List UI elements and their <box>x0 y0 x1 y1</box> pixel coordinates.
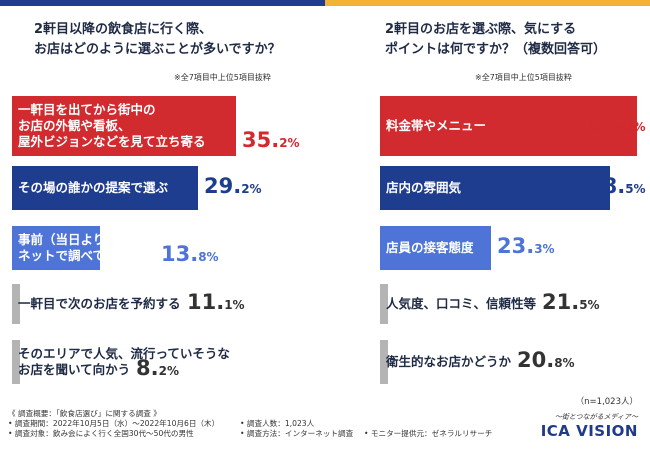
bar-label-0-2: 事前（当日より前）に ネットで調べて予約する <box>18 232 156 263</box>
right-chart-panel: 2軒目のお店を選ぶ際、気にする ポイントは何ですか？（複数回答可） ※全7項目中… <box>325 0 650 395</box>
bar-value-big-1-4: 20. <box>517 348 555 372</box>
bar-label-1-4: 衛生的なお店かどうか <box>386 354 512 369</box>
footer-period: • 調査期間：2022年10月5日（水）〜2022年10月6日（木） <box>8 419 220 428</box>
bar-value-0-4: 8.2% <box>136 356 179 380</box>
footer-target: • 調査対象：飲み会によく行く全国30代〜50代の男性 <box>8 429 194 438</box>
bar-value-small-1-2: 3% <box>534 242 555 256</box>
bar-0-0 <box>12 96 236 156</box>
bar-value-0-2: 13.8% <box>161 242 219 266</box>
bar-value-1-1: 48.5% <box>588 174 646 198</box>
bar-value-small-0-4: 2% <box>158 364 179 378</box>
bar-value-1-3: 21.5% <box>542 290 600 314</box>
top-accent-right <box>325 0 650 6</box>
bar-0-1 <box>12 166 198 210</box>
bar-0-2 <box>12 226 100 270</box>
bar-1-4 <box>380 340 388 384</box>
bar-value-small-0-2: 8% <box>198 250 219 264</box>
left-chart-panel: 2軒目以降の飲食店に行く際、 お店はどのように選ぶことが多いですか？ ※全7項目… <box>0 0 325 395</box>
footer-count: • 調査人数：1,023人 <box>240 419 315 428</box>
logo-tagline: 〜街とつながるメディア〜 <box>554 413 638 421</box>
bar-label-1-3: 人気度、口コミ、信頼性等 <box>386 296 537 311</box>
bar-value-small-1-3: 5% <box>579 298 600 312</box>
bar-value-small-1-0: 2% <box>625 120 646 134</box>
bar-value-big-0-3: 11. <box>187 290 225 314</box>
sample-size: （n=1,023人） <box>575 397 638 407</box>
bar-value-small-0-0: 2% <box>279 136 300 150</box>
bar-label-0-4: そのエリアで人気、流行っていそうな お店を聞いて向かう <box>18 346 230 377</box>
bar-value-small-0-1: 2% <box>241 182 262 196</box>
bar-label-1-2: 店員の接客態度 <box>386 240 474 255</box>
bar-1-0 <box>380 96 637 156</box>
bar-value-0-1: 29.2% <box>204 174 262 198</box>
bar-value-big-1-3: 21. <box>542 290 580 314</box>
bar-value-big-0-0: 35. <box>242 128 280 152</box>
bar-value-1-0: 54.2% <box>588 112 646 136</box>
bar-1-1 <box>380 166 610 210</box>
bar-value-0-0: 35.2% <box>242 128 300 152</box>
bar-value-small-1-1: 5% <box>625 182 646 196</box>
bar-value-small-1-4: 8% <box>554 356 575 370</box>
bar-1-3 <box>380 284 388 324</box>
bar-value-1-4: 20.8% <box>517 348 575 372</box>
bar-value-big-0-1: 29. <box>204 174 242 198</box>
footer-provider: • モニター提供元：ゼネラルリサーチ <box>364 429 493 438</box>
bar-value-big-0-4: 8. <box>136 356 159 380</box>
left-note: ※全7項目中上位5項目抜粋 <box>174 73 271 82</box>
bar-value-big-1-1: 48. <box>588 174 626 198</box>
ica-vision-logo: 〜街とつながるメディア〜 ICA VISION <box>541 412 638 440</box>
bar-label-0-3: 一軒目で次のお店を予約する <box>18 296 181 311</box>
bar-0-3 <box>12 284 20 324</box>
left-question-title: 2軒目以降の飲食店に行く際、 お店はどのように選ぶことが多いですか？ <box>34 22 281 57</box>
bar-value-0-3: 11.1% <box>187 290 245 314</box>
bar-0-4 <box>12 340 20 384</box>
bar-value-big-1-2: 23. <box>497 234 535 258</box>
right-note: ※全7項目中上位5項目抜粋 <box>475 73 572 82</box>
logo-brand: ICA VISION <box>540 422 638 440</box>
bar-label-0-0: 一軒目を出てから街中の お店の外観や看板、 屋外ビジョンなどを見て立ち寄る <box>18 102 206 149</box>
footer-method: • 調査方法：インターネット調査 <box>240 429 354 438</box>
bar-label-0-1: その場の誰かの提案で選ぶ <box>18 180 169 195</box>
footer-title: 《 調査概要：「飲食店選び」に関する調査 》 <box>8 409 161 418</box>
bar-label-1-0: 料金帯やメニュー <box>386 118 487 133</box>
top-accent-left <box>0 0 325 6</box>
right-question-title: 2軒目のお店を選ぶ際、気にする ポイントは何ですか？（複数回答可） <box>385 22 607 57</box>
bar-value-big-0-2: 13. <box>161 242 199 266</box>
bar-value-small-0-3: 1% <box>224 298 245 312</box>
bar-1-2 <box>380 226 491 270</box>
bar-value-1-2: 23.3% <box>497 234 555 258</box>
bar-label-1-1: 店内の雰囲気 <box>386 180 462 195</box>
bar-value-big-1-0: 54. <box>588 112 626 136</box>
